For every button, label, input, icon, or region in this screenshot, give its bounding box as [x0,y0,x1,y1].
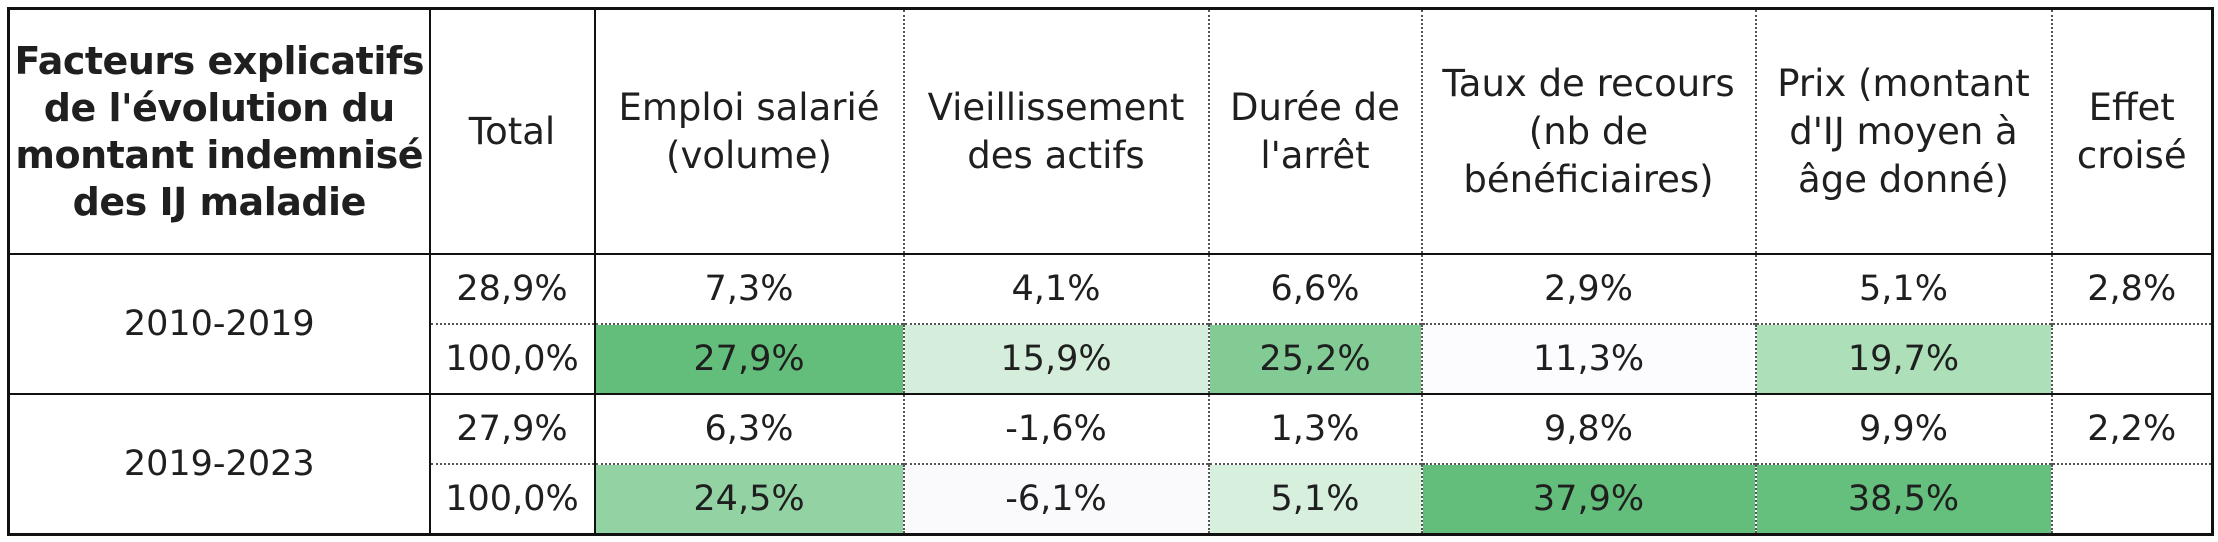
cell-2019-2023-duree-share: 5,1% [1207,463,1422,535]
cell-2010-2019-recours-rate: 2,9% [1420,253,1756,324]
cell-2010-2019-emploi-share: 27,9% [593,323,904,395]
cell-2019-2023-prix-share: 38,5% [1754,463,2052,535]
cell-2010-2019-prix-share: 19,7% [1754,323,2052,395]
table-row-2019-2023-shares: 100,0% 24,5% -6,1% 5,1% 37,9% 38,5% [9,463,2213,535]
table-row-2010-2019-shares: 100,0% 27,9% 15,9% 25,2% 11,3% 19,7% [9,323,2213,395]
cell-2019-2023-vieillissement-share: -6,1% [902,463,1209,535]
table-container: Facteurs explicatifs de l'évolution du m… [7,7,2214,536]
cell-2019-2023-total-rate: 27,9% [428,394,595,464]
cell-2010-2019-recours-share: 11,3% [1420,323,1756,395]
cell-2019-2023-effet-share [2050,463,2213,535]
cell-2010-2019-vieillissement-rate: 4,1% [902,253,1209,324]
cell-2010-2019-vieillissement-share: 15,9% [902,323,1209,395]
col-header-emploi-salarie: Emploi salarié (volume) [593,8,904,254]
cell-2019-2023-emploi-share: 24,5% [593,463,904,535]
header-row: Facteurs explicatifs de l'évolution du m… [9,8,2213,254]
table-title: Facteurs explicatifs de l'évolution du m… [14,38,425,224]
cell-2010-2019-emploi-rate: 7,3% [593,253,904,324]
cell-2010-2019-total-rate: 28,9% [428,253,595,324]
cell-2019-2023-total-share: 100,0% [428,463,595,535]
cell-2010-2019-duree-rate: 6,6% [1207,253,1422,324]
cell-2019-2023-duree-rate: 1,3% [1207,394,1422,464]
table-row-2010-2019-rates: 2010-2019 28,9% 7,3% 4,1% 6,6% 2,9% 5,1%… [8,253,2213,395]
period-label-2019-2023: 2019-2023 [123,444,315,484]
period-label-2010-2019: 2010-2019 [8,253,430,395]
col-header-taux-recours: Taux de recours (nb de bénéficiaires) [1420,8,1756,254]
ij-factors-table: Facteurs explicatifs de l'évolution du m… [7,7,2214,536]
cell-2010-2019-effet-rate: 2,8% [2050,253,2213,324]
cell-2010-2019-total-share: 100,0% [428,323,595,395]
cell-2019-2023-recours-share: 37,9% [1420,463,1756,535]
table-row-2019-2023-rates: 2019-2023 27,9% 6,3% -1,6% 1,3% 9,8% 9,9… [9,394,2213,484]
col-header-vieillissement: Vieillissement des actifs [902,8,1209,254]
cell-2019-2023-prix-rate: 9,9% [1754,394,2052,464]
cell-2019-2023-emploi-rate: 6,3% [593,394,904,464]
cell-2010-2019-duree-share: 25,2% [1207,323,1422,395]
cell-2010-2019-effet-share [2050,323,2213,395]
cell-2010-2019-prix-rate: 5,1% [1754,253,2052,324]
col-header-duree-arret: Durée de l'arrêt [1207,8,1422,254]
col-header-effet-croise: Effet croisé [2050,8,2213,254]
cell-2019-2023-effet-rate: 2,2% [2050,394,2213,464]
cell-2019-2023-vieillissement-rate: -1,6% [902,394,1209,464]
col-header-prix: Prix (montant d'IJ moyen à âge donné) [1754,8,2052,254]
cell-2019-2023-recours-rate: 9,8% [1420,394,1756,464]
col-header-total: Total [428,8,595,254]
